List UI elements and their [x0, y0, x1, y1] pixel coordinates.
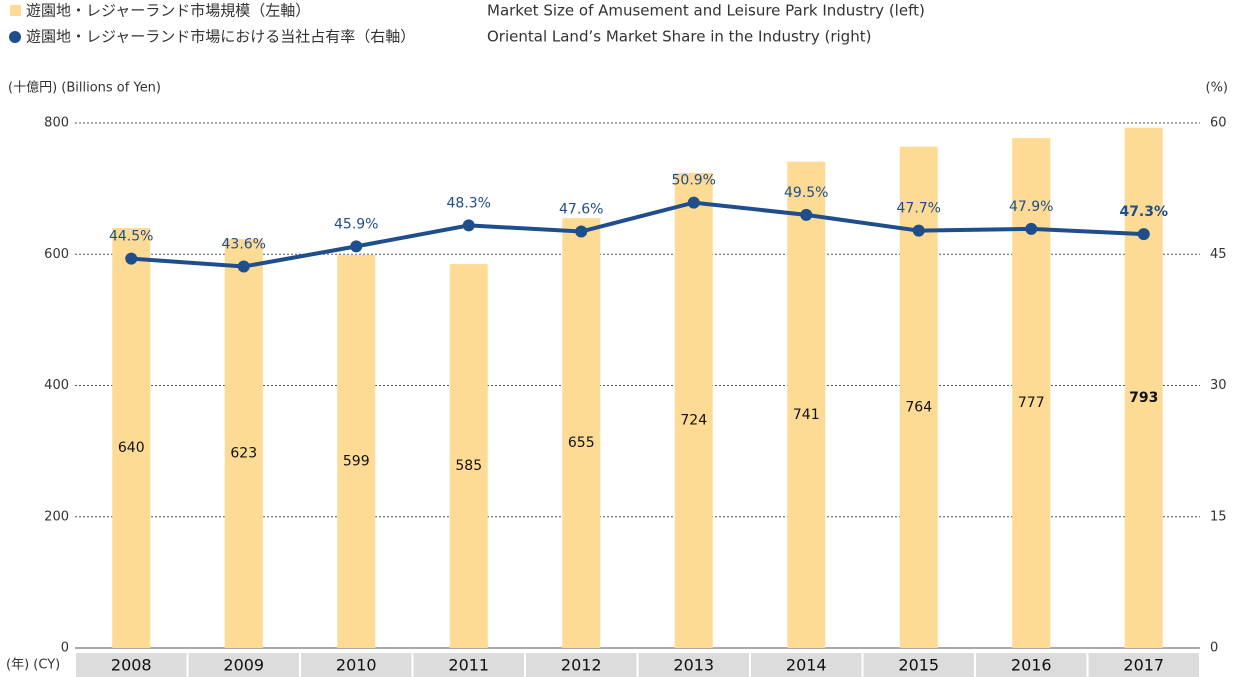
x-band: [638, 653, 749, 677]
x-band: [863, 653, 974, 677]
line-point: [237, 260, 250, 273]
x-tick-label: 2012: [561, 656, 602, 675]
bar-value-label: 777: [1018, 395, 1045, 411]
line-value-label: 47.6%: [559, 202, 603, 218]
line-value-label: 47.9%: [1009, 199, 1053, 215]
legend-swatch: [9, 31, 21, 43]
y-tick-label: 0: [61, 641, 69, 656]
line-value-label: 44.5%: [109, 229, 153, 245]
bar-value-label: 793: [1129, 390, 1158, 406]
x-tick-label: 2010: [336, 656, 377, 675]
line-point: [575, 225, 588, 238]
line-value-label: 47.3%: [1119, 204, 1168, 220]
y2-tick-label: 45: [1210, 247, 1227, 262]
line-point: [125, 252, 138, 265]
bar-value-label: 585: [455, 458, 482, 474]
bar-value-label: 724: [680, 412, 707, 428]
x-axis-label: (年) (CY): [6, 658, 60, 673]
y-tick-label: 800: [44, 116, 69, 131]
line-value-label: 50.9%: [672, 173, 716, 189]
x-band: [301, 653, 412, 677]
bar: [899, 146, 938, 648]
line-point: [462, 219, 475, 232]
bar-value-label: 764: [905, 399, 932, 415]
x-band: [188, 653, 299, 677]
bar: [674, 172, 713, 648]
bar-value-label: 655: [568, 435, 595, 451]
x-band: [76, 653, 187, 677]
x-tick-label: 2016: [1011, 656, 1052, 675]
legend-label: 遊園地・レジャーランド市場規模（左軸）: [26, 2, 310, 20]
bar: [562, 218, 601, 648]
x-tick-label: 2009: [223, 656, 264, 675]
x-tick-label: 2008: [111, 656, 152, 675]
bar-value-label: 741: [793, 407, 820, 423]
legend-description: Market Size of Amusement and Leisure Par…: [487, 2, 925, 20]
bar: [337, 254, 376, 648]
line-point: [350, 240, 363, 253]
x-band: [751, 653, 862, 677]
bar: [112, 228, 151, 648]
legend-description: Oriental Land’s Market Share in the Indu…: [487, 28, 871, 46]
x-band: [413, 653, 524, 677]
x-tick-label: 2017: [1123, 656, 1164, 675]
legend-label: 遊園地・レジャーランド市場における当社占有率（右軸）: [26, 28, 415, 46]
legend-swatch: [10, 5, 21, 16]
line-value-label: 47.7%: [897, 201, 941, 217]
x-tick-label: 2015: [898, 656, 939, 675]
bar-value-label: 623: [230, 446, 257, 462]
bar-value-label: 599: [343, 453, 370, 469]
x-band: [976, 653, 1087, 677]
y-tick-label: 600: [44, 247, 69, 262]
line-point: [1137, 228, 1150, 241]
y2-tick-label: 60: [1210, 116, 1227, 131]
y-tick-label: 200: [44, 509, 69, 524]
y-axis-label: (十億円) (Billions of Yen): [8, 80, 161, 96]
bar-value-label: 640: [118, 440, 145, 456]
x-band: [526, 653, 637, 677]
line-point: [912, 224, 925, 237]
x-band: [1088, 653, 1199, 677]
line-value-label: 45.9%: [334, 216, 378, 232]
line-value-label: 49.5%: [784, 185, 828, 201]
bar: [787, 161, 826, 648]
line: [131, 200, 1144, 269]
line-point: [687, 196, 700, 209]
bar: [449, 264, 488, 648]
x-tick-label: 2013: [673, 656, 714, 675]
line-value-label: 43.6%: [222, 237, 266, 253]
y2-axis-label: (%): [1206, 81, 1229, 96]
y-tick-label: 400: [44, 378, 69, 393]
line-point: [1025, 222, 1038, 235]
bar: [1124, 127, 1163, 648]
bar: [224, 239, 263, 648]
line-value-label: 48.3%: [447, 195, 491, 211]
x-tick-label: 2011: [448, 656, 489, 675]
y2-tick-label: 15: [1210, 509, 1227, 524]
x-tick-label: 2014: [786, 656, 827, 675]
y2-tick-label: 30: [1210, 378, 1227, 393]
line-point: [800, 208, 813, 221]
y2-tick-label: 0: [1210, 641, 1218, 656]
